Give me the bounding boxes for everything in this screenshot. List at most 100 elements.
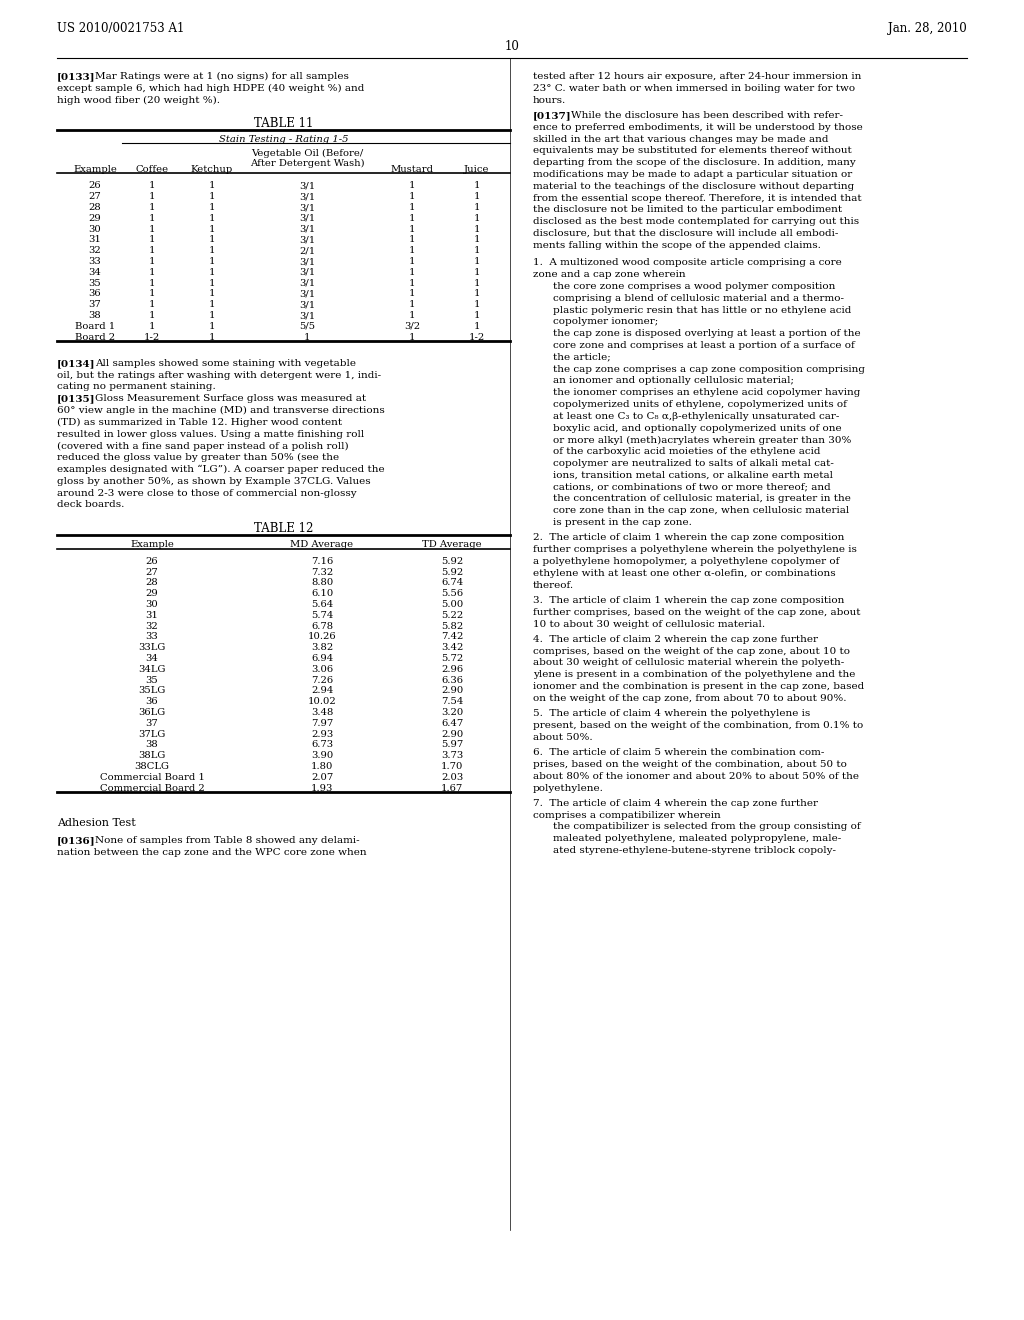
Text: 6.78: 6.78 <box>311 622 333 631</box>
Text: 36LG: 36LG <box>138 708 166 717</box>
Text: 28: 28 <box>145 578 159 587</box>
Text: 34LG: 34LG <box>138 665 166 673</box>
Text: 7.32: 7.32 <box>311 568 333 577</box>
Text: 1: 1 <box>304 333 310 342</box>
Text: copolymer are neutralized to salts of alkali metal cat-: copolymer are neutralized to salts of al… <box>553 459 834 469</box>
Text: None of samples from Table 8 showed any delami-: None of samples from Table 8 showed any … <box>95 836 359 845</box>
Text: an ionomer and optionally cellulosic material;: an ionomer and optionally cellulosic mat… <box>553 376 794 385</box>
Text: 30: 30 <box>145 601 159 609</box>
Text: oil, but the ratings after washing with detergent were 1, indi-: oil, but the ratings after washing with … <box>57 371 381 380</box>
Text: 1: 1 <box>474 193 480 201</box>
Text: comprising a blend of cellulosic material and a thermo-: comprising a blend of cellulosic materia… <box>553 294 844 302</box>
Text: 1: 1 <box>409 300 416 309</box>
Text: 1: 1 <box>474 247 480 255</box>
Text: 1: 1 <box>148 203 156 213</box>
Text: ence to preferred embodiments, it will be understood by those: ence to preferred embodiments, it will b… <box>534 123 863 132</box>
Text: 3.82: 3.82 <box>311 643 333 652</box>
Text: 1: 1 <box>474 300 480 309</box>
Text: 1: 1 <box>474 203 480 213</box>
Text: Example: Example <box>130 540 174 549</box>
Text: Mustard: Mustard <box>390 165 433 173</box>
Text: 1: 1 <box>474 181 480 190</box>
Text: 7.  The article of claim 4 wherein the cap zone further: 7. The article of claim 4 wherein the ca… <box>534 799 818 808</box>
Text: 6.36: 6.36 <box>441 676 463 685</box>
Text: prises, based on the weight of the combination, about 50 to: prises, based on the weight of the combi… <box>534 760 847 770</box>
Text: 1.80: 1.80 <box>311 762 333 771</box>
Text: a polyethylene homopolymer, a polyethylene copolymer of: a polyethylene homopolymer, a polyethyle… <box>534 557 840 566</box>
Text: Commercial Board 2: Commercial Board 2 <box>99 784 205 792</box>
Text: MD Average: MD Average <box>291 540 353 549</box>
Text: Example: Example <box>73 165 117 173</box>
Text: 2.  The article of claim 1 wherein the cap zone composition: 2. The article of claim 1 wherein the ca… <box>534 533 845 543</box>
Text: Commercial Board 1: Commercial Board 1 <box>99 772 205 781</box>
Text: 1.67: 1.67 <box>441 784 463 792</box>
Text: 1: 1 <box>409 235 416 244</box>
Text: 26: 26 <box>145 557 159 566</box>
Text: 10.02: 10.02 <box>307 697 336 706</box>
Text: 35: 35 <box>145 676 159 685</box>
Text: copolymerized units of ethylene, copolymerized units of: copolymerized units of ethylene, copolym… <box>553 400 847 409</box>
Text: 1: 1 <box>209 224 215 234</box>
Text: 37: 37 <box>89 300 101 309</box>
Text: TABLE 11: TABLE 11 <box>254 117 313 129</box>
Text: 3/1: 3/1 <box>299 289 315 298</box>
Text: 4.  The article of claim 2 wherein the cap zone further: 4. The article of claim 2 wherein the ca… <box>534 635 818 644</box>
Text: present, based on the weight of the combination, from 0.1% to: present, based on the weight of the comb… <box>534 721 863 730</box>
Text: plastic polymeric resin that has little or no ethylene acid: plastic polymeric resin that has little … <box>553 306 851 314</box>
Text: 1: 1 <box>474 224 480 234</box>
Text: 6.74: 6.74 <box>441 578 463 587</box>
Text: 1: 1 <box>148 247 156 255</box>
Text: hours.: hours. <box>534 95 566 104</box>
Text: 6.  The article of claim 5 wherein the combination com-: 6. The article of claim 5 wherein the co… <box>534 748 824 758</box>
Text: further comprises, based on the weight of the cap zone, about: further comprises, based on the weight o… <box>534 607 860 616</box>
Text: 3.90: 3.90 <box>311 751 333 760</box>
Text: 37: 37 <box>145 719 159 727</box>
Text: 5.74: 5.74 <box>311 611 333 620</box>
Text: 23° C. water bath or when immersed in boiling water for two: 23° C. water bath or when immersed in bo… <box>534 83 855 92</box>
Text: 1: 1 <box>409 247 416 255</box>
Text: 1: 1 <box>148 214 156 223</box>
Text: ments falling within the scope of the appended claims.: ments falling within the scope of the ap… <box>534 240 821 249</box>
Text: 1: 1 <box>209 247 215 255</box>
Text: 1: 1 <box>409 279 416 288</box>
Text: the compatibilizer is selected from the group consisting of: the compatibilizer is selected from the … <box>553 822 860 832</box>
Text: 1: 1 <box>209 300 215 309</box>
Text: 33: 33 <box>145 632 159 642</box>
Text: (covered with a fine sand paper instead of a polish roll): (covered with a fine sand paper instead … <box>57 441 348 450</box>
Text: ated styrene-ethylene-butene-styrene triblock copoly-: ated styrene-ethylene-butene-styrene tri… <box>553 846 836 855</box>
Text: departing from the scope of the disclosure. In addition, many: departing from the scope of the disclosu… <box>534 158 856 168</box>
Text: 3.48: 3.48 <box>311 708 333 717</box>
Text: All samples showed some staining with vegetable: All samples showed some staining with ve… <box>95 359 356 368</box>
Text: 3/1: 3/1 <box>299 300 315 309</box>
Text: 1.93: 1.93 <box>311 784 333 792</box>
Text: 31: 31 <box>88 235 101 244</box>
Text: 6.94: 6.94 <box>311 653 333 663</box>
Text: While the disclosure has been described with refer-: While the disclosure has been described … <box>571 111 843 120</box>
Text: 5.56: 5.56 <box>441 589 463 598</box>
Text: 34: 34 <box>145 653 159 663</box>
Text: 1: 1 <box>474 214 480 223</box>
Text: comprises a compatibilizer wherein: comprises a compatibilizer wherein <box>534 810 721 820</box>
Text: 3/1: 3/1 <box>299 268 315 277</box>
Text: 3/1: 3/1 <box>299 257 315 267</box>
Text: 30: 30 <box>89 224 101 234</box>
Text: ethylene with at least one other α-olefin, or combinations: ethylene with at least one other α-olefi… <box>534 569 836 578</box>
Text: 2.90: 2.90 <box>441 730 463 739</box>
Text: 3/1: 3/1 <box>299 224 315 234</box>
Text: the concentration of cellulosic material, is greater in the: the concentration of cellulosic material… <box>553 495 851 503</box>
Text: Board 1: Board 1 <box>75 322 115 331</box>
Text: 5.82: 5.82 <box>441 622 463 631</box>
Text: 3.06: 3.06 <box>311 665 333 673</box>
Text: 1: 1 <box>148 181 156 190</box>
Text: 10: 10 <box>505 40 519 53</box>
Text: 1: 1 <box>409 312 416 319</box>
Text: ions, transition metal cations, or alkaline earth metal: ions, transition metal cations, or alkal… <box>553 471 833 480</box>
Text: 1.70: 1.70 <box>440 762 463 771</box>
Text: modifications may be made to adapt a particular situation or: modifications may be made to adapt a par… <box>534 170 852 180</box>
Text: 35: 35 <box>89 279 101 288</box>
Text: 1: 1 <box>209 181 215 190</box>
Text: polyethylene.: polyethylene. <box>534 784 604 792</box>
Text: about 50%.: about 50%. <box>534 733 593 742</box>
Text: 1: 1 <box>209 193 215 201</box>
Text: 5.  The article of claim 4 wherein the polyethylene is: 5. The article of claim 4 wherein the po… <box>534 709 810 718</box>
